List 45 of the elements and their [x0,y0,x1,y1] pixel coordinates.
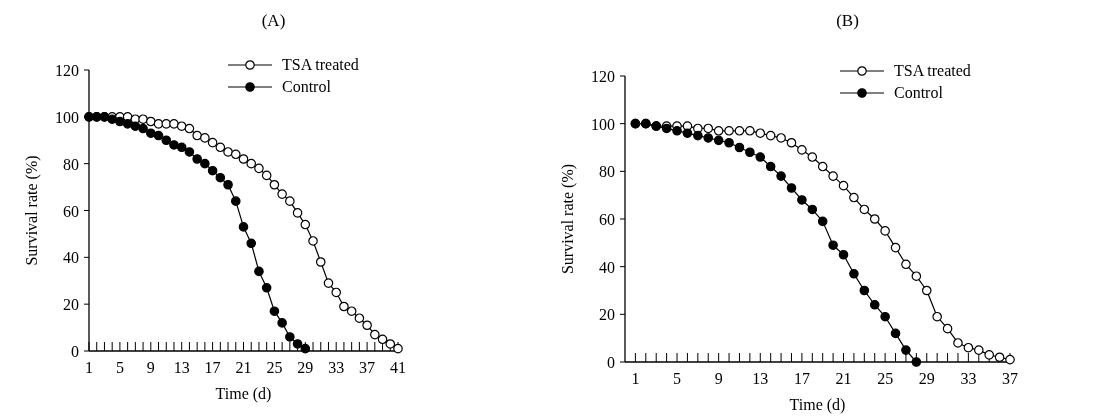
x-tick-label: 29 [297,359,314,376]
x-tick-label: 25 [877,370,894,387]
x-tick-label: 13 [752,370,769,387]
chart-title: (A) [261,11,286,30]
y-tick-label: 80 [63,155,79,173]
y-tick-label: 0 [71,343,79,360]
x-tick-label: 29 [918,370,935,387]
x-tick-label: 13 [173,359,190,376]
y-axis-title: Survival rate (%) [23,155,41,266]
x-tick-label: 37 [359,359,376,376]
x-tick-label: 17 [793,370,810,387]
y-tick-label: 120 [591,68,615,85]
x-tick-label: 33 [328,359,345,376]
y-tick-label: 0 [607,354,615,371]
x-tick-label: 41 [390,359,406,376]
y-tick-label: 20 [599,306,615,324]
y-axis-title: Survival rate (%) [559,163,577,275]
y-tick-label: 40 [599,258,615,276]
x-tick-label: 21 [235,359,252,376]
legend-label: TSA treated [894,62,971,79]
y-tick-label: 100 [591,115,615,133]
chart-title: (B) [836,11,859,30]
x-axis-title: Time (d) [215,385,272,403]
x-tick-label: 37 [1002,370,1018,387]
legend-label: Control [282,78,332,95]
x-axis-title: Time (d) [789,396,846,414]
x-tick-label: 9 [714,370,723,387]
y-tick-label: 60 [63,202,79,220]
x-tick-label: 5 [673,370,682,387]
y-tick-label: 60 [599,211,615,228]
y-tick-label: 20 [63,296,79,314]
y-tick-label: 40 [63,249,79,267]
x-tick-label: 5 [115,359,124,376]
x-tick-label: 1 [85,359,93,376]
x-tick-label: 9 [146,359,155,376]
x-tick-label: 17 [204,359,221,376]
x-tick-label: 33 [960,370,977,387]
legend-label: TSA treated [282,56,359,73]
legend-label: Control [894,84,944,101]
x-tick-label: 21 [835,370,852,387]
x-tick-label: 1 [631,370,640,387]
y-tick-label: 120 [55,62,79,79]
y-tick-label: 80 [599,163,615,181]
x-tick-label: 25 [266,359,283,376]
y-tick-label: 100 [55,108,79,126]
